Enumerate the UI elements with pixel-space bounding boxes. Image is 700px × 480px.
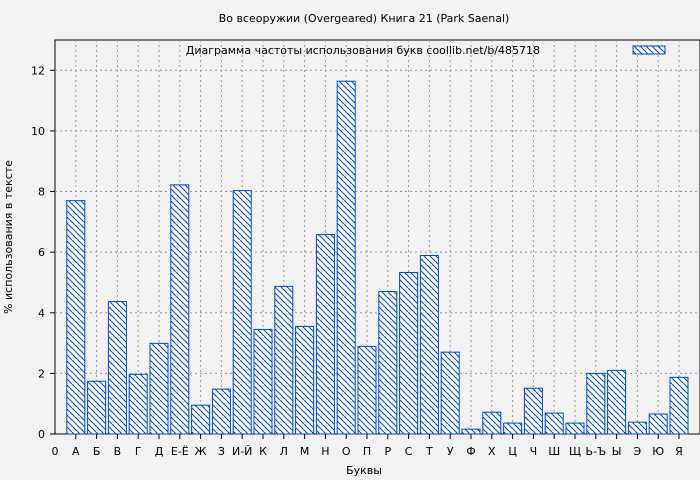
bar-Ю: [648, 413, 668, 435]
x-axis-label: Буквы: [346, 464, 382, 477]
bar-Р: [378, 291, 398, 435]
y-tick-label: 8: [38, 186, 45, 199]
x-tick-label: Ю: [652, 445, 664, 458]
y-tick-label: 4: [38, 307, 45, 320]
bar-Ш: [544, 412, 564, 435]
x-tick-label: Р: [384, 445, 391, 458]
bar-Х: [482, 411, 502, 435]
bar-П: [357, 345, 377, 435]
bar-Э: [627, 421, 647, 435]
chart-title: Во всеоружии (Overgeared) Книга 21 (Park…: [219, 12, 510, 25]
y-tick-label: 6: [38, 246, 45, 259]
x-tick-label: Л: [280, 445, 288, 458]
y-tick-label: 2: [38, 367, 45, 380]
x-tick-label: 0: [52, 445, 59, 458]
x-tick-label: Б: [93, 445, 101, 458]
bar-Щ: [565, 422, 585, 435]
x-tick-label: Ф: [466, 445, 475, 458]
x-tick-label: Г: [135, 445, 142, 458]
x-tick-label: А: [72, 445, 80, 458]
x-tick-label: Ц: [508, 445, 517, 458]
bar-Г: [128, 373, 148, 435]
x-tick-label: З: [218, 445, 225, 458]
x-tick-label: О: [342, 445, 351, 458]
x-tick-label: П: [363, 445, 371, 458]
bar-Н: [315, 234, 335, 435]
bar-Т: [419, 254, 439, 435]
y-tick-label: 10: [31, 125, 45, 138]
bar-К: [253, 328, 273, 435]
x-tick-label: У: [447, 445, 454, 458]
bar-Д: [149, 342, 169, 435]
bar-Ь-Ъ: [586, 372, 606, 435]
bar-Ж: [191, 404, 211, 435]
legend-label: Диаграмма частоты использования букв coo…: [186, 44, 540, 57]
y-axis-label: % использования в тексте: [2, 160, 15, 314]
y-tick-label: 12: [31, 64, 45, 77]
bar-Ф: [461, 428, 481, 435]
x-tick-label: Х: [488, 445, 496, 458]
x-tick-label: И-Й: [232, 445, 252, 458]
bar-Я: [669, 376, 689, 435]
x-tick-label: Ч: [530, 445, 538, 458]
x-tick-label: К: [259, 445, 267, 458]
bar-Ы: [607, 369, 627, 435]
y-tick-label: 0: [38, 428, 45, 441]
legend-swatch: [632, 45, 666, 55]
bar-В: [107, 301, 127, 435]
bars: [66, 80, 689, 435]
x-tick-label: С: [405, 445, 413, 458]
bar-Ч: [523, 387, 543, 435]
x-tick-label: Ь-Ъ: [585, 445, 606, 458]
bar-М: [295, 325, 315, 435]
bar-А: [66, 200, 86, 435]
bar-З: [211, 388, 231, 435]
x-tick-label: Ш: [548, 445, 560, 458]
bar-Ц: [503, 422, 523, 435]
bar-О: [336, 80, 356, 435]
bar-Б: [87, 380, 107, 435]
x-tick-label: Т: [425, 445, 433, 458]
bar-Е-Ё: [170, 184, 190, 435]
x-tick-label: Я: [675, 445, 683, 458]
x-tick-label: Э: [634, 445, 642, 458]
bar-И-Й: [232, 190, 252, 435]
x-tick-label: Д: [155, 445, 164, 458]
x-tick-label: Е-Ё: [171, 445, 189, 458]
x-tick-label: Ж: [195, 445, 207, 458]
x-tick-label: Щ: [569, 445, 581, 458]
x-tick-label: В: [114, 445, 122, 458]
bar-У: [440, 351, 460, 435]
x-tick-label: Ы: [612, 445, 622, 458]
x-tick-label: М: [300, 445, 310, 458]
x-tick-label: Н: [321, 445, 329, 458]
bar-С: [399, 271, 419, 435]
bar-Л: [274, 285, 294, 435]
